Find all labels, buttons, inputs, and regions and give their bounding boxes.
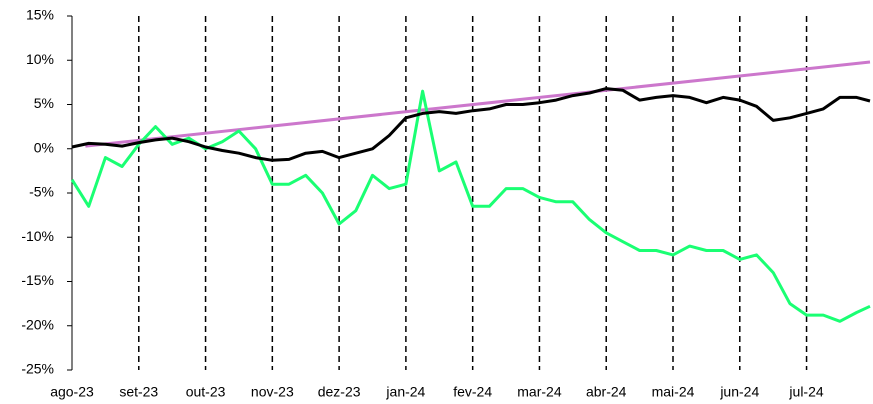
x-tick-label: dez-23 xyxy=(318,384,361,400)
x-tick-label: out-23 xyxy=(186,384,226,400)
y-tick-label: -20% xyxy=(21,316,54,332)
series-line xyxy=(70,89,871,323)
y-tick-label: -10% xyxy=(21,228,54,244)
y-tick-label: 15% xyxy=(26,7,54,23)
x-tick-label: nov-23 xyxy=(251,384,294,400)
y-tick-label: -25% xyxy=(21,361,54,377)
y-tick-label: -15% xyxy=(21,272,54,288)
x-tick-label: set-23 xyxy=(119,384,158,400)
x-tick-label: jul-24 xyxy=(788,384,823,400)
series-line xyxy=(85,60,871,148)
x-tick-label: mai-24 xyxy=(652,384,695,400)
y-tick-label: -5% xyxy=(29,184,54,200)
y-tick-label: 5% xyxy=(34,95,54,111)
y-tick-label: 10% xyxy=(26,51,54,67)
x-tick-label: ago-23 xyxy=(50,384,94,400)
x-tick-label: fev-24 xyxy=(453,384,492,400)
x-tick-label: mar-24 xyxy=(517,384,562,400)
series-line xyxy=(71,87,871,162)
y-tick-label: 0% xyxy=(34,139,54,155)
x-tick-label: jun-24 xyxy=(719,384,759,400)
x-tick-label: abr-24 xyxy=(586,384,627,400)
x-tick-label: jan-24 xyxy=(385,384,425,400)
